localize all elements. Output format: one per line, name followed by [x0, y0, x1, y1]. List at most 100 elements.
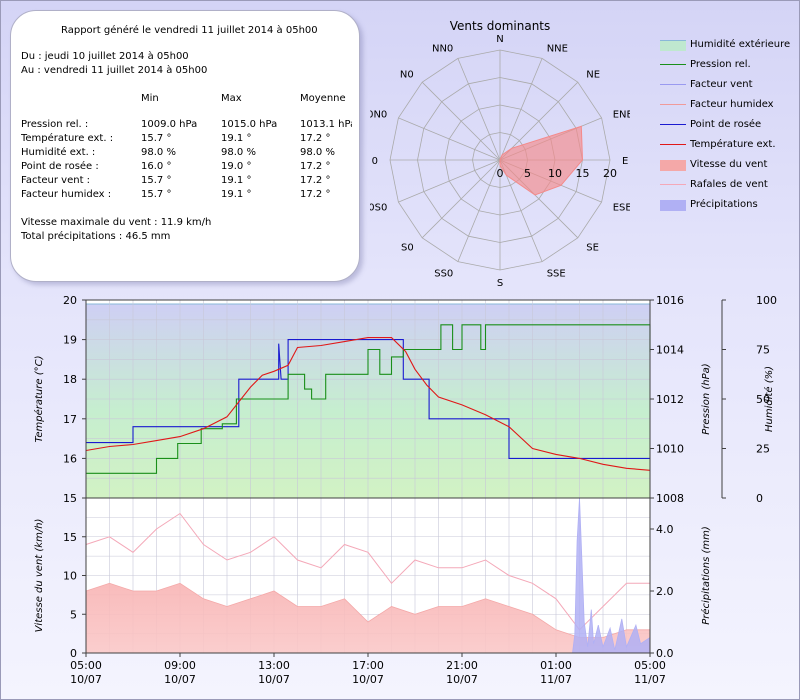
row-min: 15.7 °: [141, 189, 172, 200]
legend-item: Vitesse du vent: [652, 158, 792, 172]
row-min: 98.0 %: [141, 147, 176, 158]
y-tick-label: 19: [63, 334, 77, 347]
y3-tick-label: 100: [756, 294, 777, 307]
wind-precip-chart: 0 5 10 15 Vitesse du vent (km/h) 0.0 2.0 4.0 Pré…: [34, 497, 712, 660]
direction-label: N: [496, 34, 503, 45]
legend-label: Pression rel.: [690, 59, 751, 70]
legend-swatch: [660, 184, 686, 185]
header-min: Min: [141, 93, 159, 104]
x-tick-label: 17:00: [352, 659, 384, 672]
legend-label: Précipitations: [690, 199, 758, 210]
y3-axis-label: Humidité (%): [763, 366, 775, 432]
y2-tick-label: 4.0: [656, 523, 674, 536]
direction-label: S: [497, 278, 503, 289]
radial-tick-label: 10: [548, 167, 562, 180]
row-avg: 17.2 °: [300, 133, 331, 144]
radar-spoke: [398, 159, 501, 203]
row-max: 98.0 %: [221, 147, 256, 158]
y-tick-label: 16: [63, 452, 77, 465]
report-from: Du : jeudi 10 juillet 2014 à 05h00: [21, 51, 189, 62]
report-title: Rapport généré le vendredi 11 juillet 20…: [61, 25, 318, 36]
x-tick-date: 10/07: [164, 673, 196, 686]
legend-label: Humidité extérieure: [690, 39, 791, 50]
row-label: Facteur vent :: [21, 175, 91, 186]
direction-label: NN0: [432, 43, 453, 54]
legend-label: Facteur humidex: [690, 99, 774, 110]
row-avg: 17.2 °: [300, 175, 331, 186]
legend-label: Facteur vent: [690, 79, 753, 90]
row-label: Facteur humidex :: [21, 189, 112, 200]
direction-label: NE: [586, 70, 600, 81]
x-tick-label: 09:00: [164, 659, 196, 672]
row-max: 19.0 °: [221, 161, 252, 172]
y2-tick-label: 1016: [656, 294, 684, 307]
y-tick-label: 20: [63, 294, 77, 307]
weather-charts: 15 16 17 18 19 20 Température (°C) 1008 1010 1012…: [33, 294, 777, 686]
x-tick-date: 11/07: [634, 673, 666, 686]
y-tick-label: 15: [63, 531, 77, 544]
row-avg: 17.2 °: [300, 161, 331, 172]
row-label: Température ext. :: [21, 133, 114, 144]
x-tick-date: 10/07: [70, 673, 102, 686]
radar-spoke: [421, 159, 501, 239]
row-max: 19.1 °: [221, 133, 252, 144]
series-line: [85, 512, 650, 631]
direction-label: SSE: [547, 269, 566, 280]
y3-tick-label: 0: [756, 492, 763, 505]
x-tick-label: 13:00: [258, 659, 290, 672]
direction-label: ESE: [613, 203, 630, 214]
direction-label: 0S0: [370, 203, 387, 214]
series-area: [86, 497, 651, 654]
series-line: [86, 324, 651, 474]
legend-item: Rafales de vent: [652, 178, 792, 192]
radar-spoke: [499, 81, 579, 161]
direction-label: NNE: [547, 43, 568, 54]
legend-swatch: [660, 40, 686, 51]
row-max: 1015.0 hPa: [221, 119, 278, 130]
y2-axis-label: Précipitations (mm): [700, 526, 712, 625]
row-label: Point de rosée :: [21, 161, 99, 172]
x-tick-label: 05:00: [634, 659, 666, 672]
y-tick-label: 18: [63, 373, 77, 386]
legend-item: Facteur humidex: [652, 98, 792, 112]
x-tick-date: 10/07: [258, 673, 290, 686]
max-wind: Vitesse maximale du vent : 11.9 km/h: [21, 217, 212, 228]
row-label: Pression rel. :: [21, 119, 89, 130]
row-avg: 98.0 %: [300, 147, 335, 158]
wind-rose-data: [499, 125, 584, 196]
legend-swatch: [660, 104, 686, 105]
direction-label: 0: [372, 156, 378, 167]
radar-spoke: [499, 58, 543, 161]
header-avg: Moyenne: [300, 93, 346, 104]
radar-spoke: [499, 159, 543, 262]
legend-label: Point de rosée: [690, 119, 762, 130]
radial-tick-label: 0: [497, 167, 504, 180]
radar-spoke: [457, 159, 501, 262]
y-tick-label: 0: [70, 647, 77, 660]
y2-tick-label: 1010: [656, 443, 684, 456]
direction-label: N0: [400, 70, 414, 81]
legend-swatch: [660, 144, 686, 145]
radial-tick-label: 20: [603, 167, 617, 180]
legend-label: Température ext.: [690, 139, 776, 150]
x-tick-date: 10/07: [446, 673, 478, 686]
wind-rose-labels: 0 5 10 15 20 N NNE NE ENE E ESE SE SSE S SS0 S0 0S0 0 0N0 N…: [370, 34, 630, 289]
radial-tick-label: 5: [524, 167, 531, 180]
radar-spoke: [421, 81, 501, 161]
y2-tick-label: 1008: [656, 492, 684, 505]
y-tick-label: 17: [63, 413, 77, 426]
legend-item: Pression rel.: [652, 58, 792, 72]
row-avg: 1013.1 hPa: [300, 119, 352, 130]
legend-item: Précipitations: [652, 198, 792, 212]
radial-tick-label: 15: [576, 167, 590, 180]
x-tick-date: 11/07: [540, 673, 572, 686]
series-line: [85, 337, 651, 471]
total-precip: Total précipitations : 46.5 mm: [21, 231, 171, 242]
y-axis-label: Vitesse du vent (km/h): [34, 519, 45, 633]
wind-rose-title: Vents dominants: [450, 19, 551, 33]
y3-tick-label: 25: [756, 443, 770, 456]
legend-item: Point de rosée: [652, 118, 792, 132]
y-tick-label: 5: [70, 608, 77, 621]
y2-tick-label: 2.0: [656, 585, 674, 598]
direction-label: SS0: [434, 269, 453, 280]
